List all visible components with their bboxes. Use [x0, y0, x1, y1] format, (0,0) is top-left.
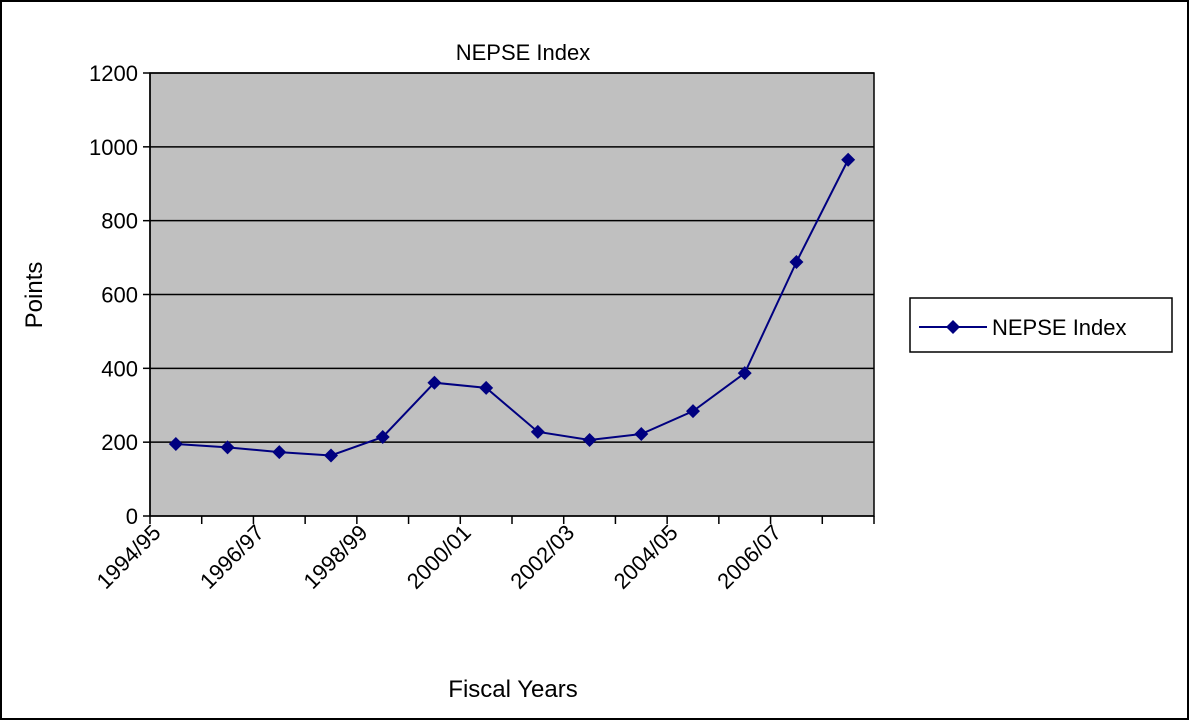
data-point [168, 437, 183, 452]
data-point [582, 432, 597, 447]
data-point [272, 445, 287, 460]
series-line [175, 159, 850, 457]
y-axis-label: Points [21, 262, 48, 329]
legend-label: NEPSE Index [992, 315, 1127, 340]
data-point [789, 255, 804, 270]
x-tick-label: 1994/95 [92, 520, 166, 594]
legend: NEPSE Index [909, 297, 1173, 353]
x-tick-label: 2000/01 [402, 520, 476, 594]
legend-marker-swatch [946, 320, 960, 334]
data-point [324, 448, 338, 463]
x-tick-label: 2006/07 [712, 520, 786, 594]
x-axis-label: Fiscal Years [448, 676, 577, 703]
y-tick-label: 400 [101, 356, 138, 381]
x-tick-label: 1998/99 [298, 520, 372, 594]
y-tick-label: 0 [126, 504, 138, 529]
data-point [530, 424, 545, 439]
x-tick-label: 1996/97 [195, 520, 269, 594]
data-point [841, 152, 856, 167]
data-point [479, 380, 494, 395]
y-tick-label: 800 [101, 209, 138, 234]
data-point [220, 440, 235, 455]
y-tick-label: 1200 [89, 61, 138, 86]
y-tick-label: 200 [101, 430, 138, 455]
y-tick-label: 600 [101, 283, 138, 308]
x-tick-label: 2002/03 [505, 520, 579, 594]
data-point [427, 375, 442, 390]
data-point [634, 427, 649, 442]
data-point [686, 404, 700, 419]
data-point [375, 429, 390, 444]
y-tick-label: 1000 [89, 135, 138, 160]
data-point [737, 366, 752, 381]
chart-title: NEPSE Index [456, 40, 591, 65]
plot-area-group: 0 200 400 600 800 1000 1200 1994/95 1996/97 1998/… [89, 61, 875, 594]
x-tick-label: 2004/05 [609, 520, 683, 594]
